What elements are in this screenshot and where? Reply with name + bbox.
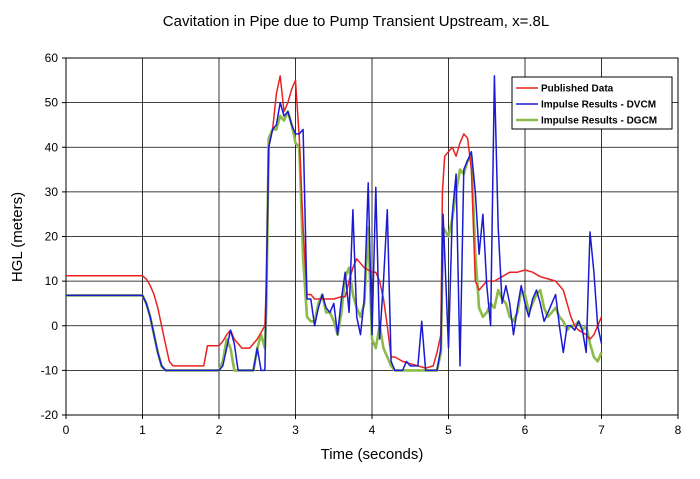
x-tick-label: 7 — [598, 423, 605, 437]
series-line-3 — [66, 110, 603, 372]
legend-label-1: Published Data — [541, 84, 614, 95]
y-tick-label: 50 — [45, 96, 59, 110]
y-tick-label: 20 — [45, 230, 59, 244]
y-tick-label: 60 — [45, 51, 59, 65]
y-tick-label: 10 — [45, 274, 59, 288]
x-tick-label: 8 — [675, 423, 682, 437]
y-tick-label: 30 — [45, 185, 59, 199]
x-tick-label: 1 — [139, 423, 146, 437]
series-line-2 — [66, 75, 603, 372]
series-lines — [66, 75, 603, 372]
chart-title: Cavitation in Pipe due to Pump Transient… — [163, 13, 549, 30]
x-tick-label: 5 — [445, 423, 452, 437]
y-tick-label: 0 — [51, 319, 58, 333]
legend-box — [511, 76, 673, 130]
legend-label-3: Impulse Results - DGCM — [541, 116, 657, 127]
x-tick-label: 0 — [63, 423, 70, 437]
legend: Published Data Impulse Results - DVCM Impu… — [511, 76, 673, 130]
x-tick-label: 6 — [522, 423, 529, 437]
x-tick-label: 4 — [369, 423, 376, 437]
legend-label-2: Impulse Results - DVCM — [541, 100, 656, 111]
x-axis-label: Time (seconds) — [321, 446, 424, 463]
y-tick-label: -20 — [41, 408, 59, 422]
x-tick-label: 2 — [216, 423, 223, 437]
x-tick-label: 3 — [292, 423, 299, 437]
x-ticks: 0 1 2 3 4 5 6 7 8 — [63, 415, 682, 437]
y-axis-label: HGL (meters) — [9, 192, 26, 282]
y-ticks: -20 -10 0 10 20 30 40 50 60 — [41, 51, 66, 422]
y-tick-label: 40 — [45, 140, 59, 154]
y-tick-label: -10 — [41, 363, 59, 377]
